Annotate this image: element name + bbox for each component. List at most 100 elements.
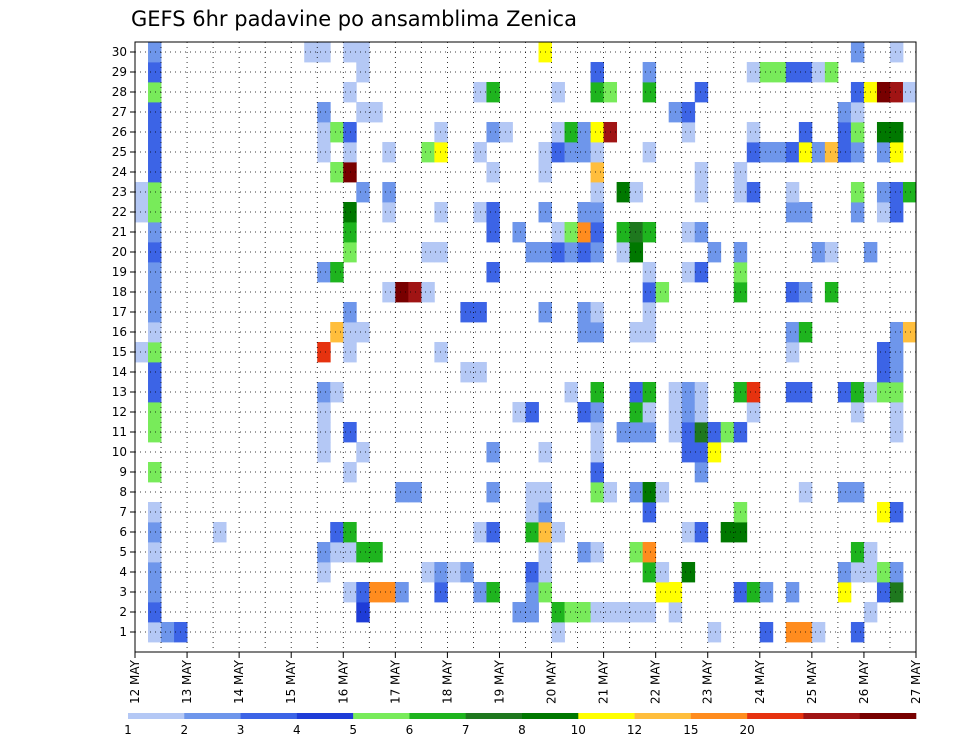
precip-cell <box>434 342 448 363</box>
precip-cell <box>629 322 644 343</box>
precip-cell <box>681 522 696 543</box>
precip-cell <box>837 562 852 583</box>
precip-cell <box>525 562 539 583</box>
precip-cell <box>148 62 162 83</box>
colorbar-legend: 1 2 3 4 5 6 7 8 10 12 15 20 <box>124 713 917 737</box>
precip-cell <box>785 62 800 83</box>
precip-cell <box>824 62 839 83</box>
precip-cell <box>681 102 696 123</box>
colorbar-label: 7 <box>462 723 470 737</box>
precip-cell <box>148 202 162 223</box>
y-tick-label: 18 <box>112 285 127 299</box>
precip-cell <box>330 262 344 283</box>
precip-cell <box>551 122 565 143</box>
precip-cell <box>876 202 891 223</box>
precip-cell <box>629 602 644 623</box>
precip-cell <box>889 202 904 223</box>
x-tick-label: 15 MAY <box>284 659 298 704</box>
precip-cell <box>564 122 578 143</box>
precip-cell <box>746 582 761 603</box>
x-tick-label: 25 MAY <box>805 659 819 704</box>
y-tick-label: 16 <box>112 325 127 339</box>
precip-cell <box>551 522 565 543</box>
precip-cell <box>642 542 657 563</box>
colorbar-swatch <box>296 713 354 719</box>
precip-cell <box>785 582 800 603</box>
x-tick-label: 21 MAY <box>597 659 611 704</box>
precip-cell <box>824 142 839 163</box>
precip-cell <box>356 582 370 603</box>
precip-cell <box>876 582 891 603</box>
precip-cell <box>889 582 904 603</box>
precip-cell <box>681 442 696 463</box>
precip-cell <box>356 542 370 563</box>
precip-cell <box>850 562 865 583</box>
precip-cell <box>330 542 344 563</box>
precip-cell <box>525 482 539 503</box>
precip-cell <box>317 342 331 363</box>
precip-cell <box>681 262 696 283</box>
precip-cell <box>850 102 865 123</box>
y-tick-label: 13 <box>112 385 127 399</box>
precip-cell <box>785 142 800 163</box>
precip-cell <box>889 342 904 363</box>
colorbar-label: 20 <box>740 723 755 737</box>
precip-cell <box>317 442 331 463</box>
precip-cell <box>590 442 604 463</box>
precip-cell <box>317 402 331 423</box>
y-tick-label: 10 <box>112 445 127 459</box>
precip-cell <box>850 42 865 63</box>
precip-cell <box>694 462 709 483</box>
precip-cell <box>148 602 162 623</box>
precip-cell <box>525 522 539 543</box>
precip-cell <box>590 142 604 163</box>
y-tick-label: 9 <box>119 465 127 479</box>
precip-cell <box>720 522 735 543</box>
precip-cell <box>629 382 644 403</box>
precip-cell <box>525 602 539 623</box>
precip-cell <box>850 482 865 503</box>
precip-cell <box>577 402 591 423</box>
precip-cell <box>889 422 904 443</box>
precip-cell <box>512 222 526 243</box>
precip-cell <box>343 462 357 483</box>
colorbar-swatch <box>747 713 804 719</box>
precip-cell <box>746 122 761 143</box>
precip-cell <box>642 402 657 423</box>
precip-cell <box>343 522 357 543</box>
precip-cell <box>434 242 448 263</box>
precip-cell <box>525 582 539 603</box>
precip-cell <box>876 342 891 363</box>
colorbar-swatch <box>465 713 523 719</box>
precip-cell <box>148 362 162 383</box>
precip-cell <box>681 562 696 583</box>
precip-cell <box>642 502 657 523</box>
x-tick-label: 17 MAY <box>388 659 402 704</box>
precip-cell <box>369 582 383 603</box>
precip-cell <box>317 422 331 443</box>
colorbar-label: 4 <box>293 723 301 737</box>
precip-cell <box>889 382 904 403</box>
precip-cell <box>681 402 696 423</box>
precip-cell <box>785 182 800 203</box>
precip-cell <box>655 282 670 303</box>
precip-cell <box>148 562 162 583</box>
heatmap-cells <box>135 42 917 643</box>
precip-cell <box>343 322 357 343</box>
precip-cell <box>577 322 591 343</box>
precip-cell <box>616 242 631 263</box>
precip-cell <box>655 562 670 583</box>
precip-cell <box>421 562 435 583</box>
precip-cell <box>876 182 891 203</box>
precip-cell <box>421 282 435 303</box>
colorbar-label: 1 <box>124 723 132 737</box>
y-tick-label: 25 <box>112 145 127 159</box>
precip-cell <box>356 442 370 463</box>
precip-cell <box>395 482 409 503</box>
precip-cell <box>746 182 761 203</box>
precip-cell <box>447 562 461 583</box>
y-tick-label: 30 <box>112 45 127 59</box>
y-tick-label: 7 <box>119 505 127 519</box>
y-tick-label: 20 <box>112 245 127 259</box>
precip-cell <box>902 82 917 103</box>
